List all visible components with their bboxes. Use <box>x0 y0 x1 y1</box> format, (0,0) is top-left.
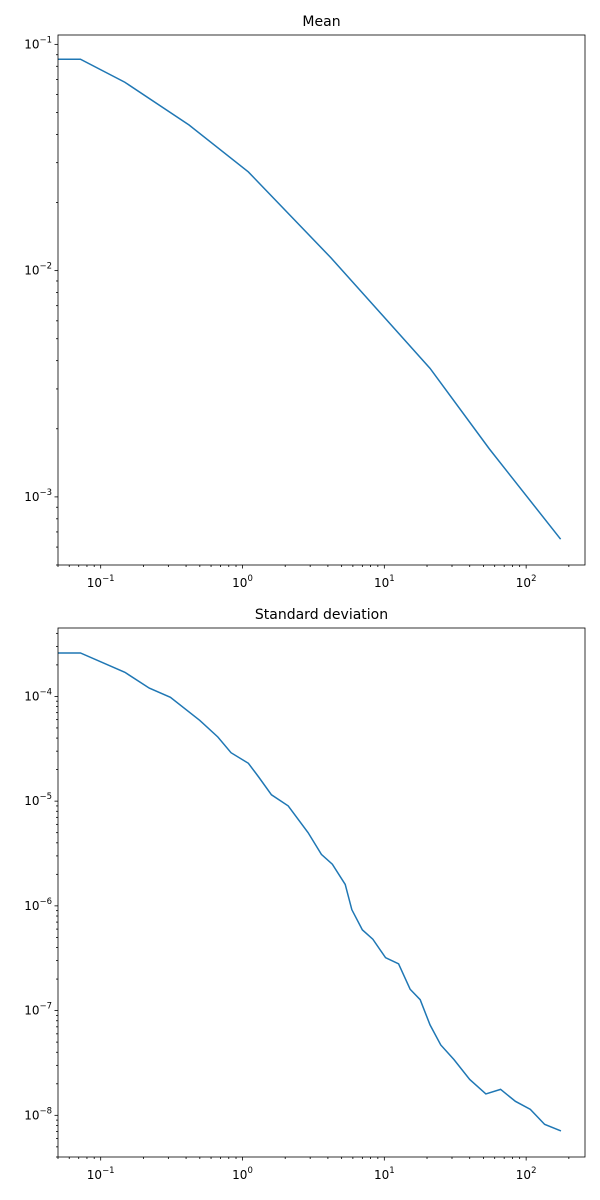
tick-exponent: −1 <box>39 35 52 45</box>
tick-base: 10 <box>87 576 102 590</box>
tick-exponent: −4 <box>39 687 52 697</box>
tick-exponent: −7 <box>39 1002 52 1012</box>
tick-label: 101 <box>374 1166 395 1182</box>
axes-frame <box>57 627 586 1158</box>
tick-exponent: 1 <box>389 574 394 584</box>
tick-exponent: −6 <box>39 897 52 907</box>
tick-base: 10 <box>24 899 39 913</box>
tick-base: 10 <box>24 1004 39 1018</box>
tick-base: 10 <box>516 1168 531 1182</box>
tick-label: 10−6 <box>24 897 52 913</box>
chart-title: Mean <box>302 14 340 30</box>
tick-base: 10 <box>24 490 39 504</box>
tick-exponent: 2 <box>531 1166 536 1176</box>
data-line <box>58 652 562 1132</box>
tick-exponent: 0 <box>247 1166 252 1176</box>
tick-label: 10−3 <box>24 488 52 504</box>
tick-label: 10−7 <box>24 1002 52 1018</box>
chart-title: Standard deviation <box>255 607 388 623</box>
tick-label: 10−2 <box>24 262 52 278</box>
tick-label: 10−1 <box>87 1166 115 1182</box>
tick-base: 10 <box>232 1168 247 1182</box>
tick-base: 10 <box>516 576 531 590</box>
tick-base: 10 <box>24 689 39 703</box>
tick-base: 10 <box>87 1168 102 1182</box>
tick-label: 102 <box>516 574 537 590</box>
tick-exponent: 2 <box>531 574 536 584</box>
tick-base: 10 <box>24 794 39 808</box>
tick-exponent: −3 <box>39 488 52 498</box>
tick-base: 10 <box>24 264 39 278</box>
tick-exponent: 1 <box>389 1166 394 1176</box>
tick-label: 100 <box>232 574 253 590</box>
tick-label: 100 <box>232 1166 253 1182</box>
tick-base: 10 <box>374 576 389 590</box>
plot-area <box>58 652 562 1132</box>
tick-exponent: −1 <box>102 1166 115 1176</box>
tick-base: 10 <box>374 1168 389 1182</box>
tick-label: 10−8 <box>24 1106 52 1122</box>
tick-base: 10 <box>24 1108 39 1122</box>
tick-label: 10−4 <box>24 687 52 703</box>
tick-label: 10−1 <box>24 35 52 51</box>
tick-label: 102 <box>516 1166 537 1182</box>
tick-base: 10 <box>232 576 247 590</box>
tick-label: 10−5 <box>24 792 52 808</box>
axes-frame <box>57 34 586 566</box>
tick-exponent: −8 <box>39 1106 52 1116</box>
tick-exponent: −2 <box>39 262 52 272</box>
plot-area <box>58 58 562 540</box>
tick-exponent: −1 <box>102 574 115 584</box>
data-line <box>58 58 562 540</box>
tick-base: 10 <box>24 37 39 51</box>
tick-label: 10−1 <box>87 574 115 590</box>
tick-label: 101 <box>374 574 395 590</box>
tick-exponent: 0 <box>247 574 252 584</box>
tick-exponent: −5 <box>39 792 52 802</box>
